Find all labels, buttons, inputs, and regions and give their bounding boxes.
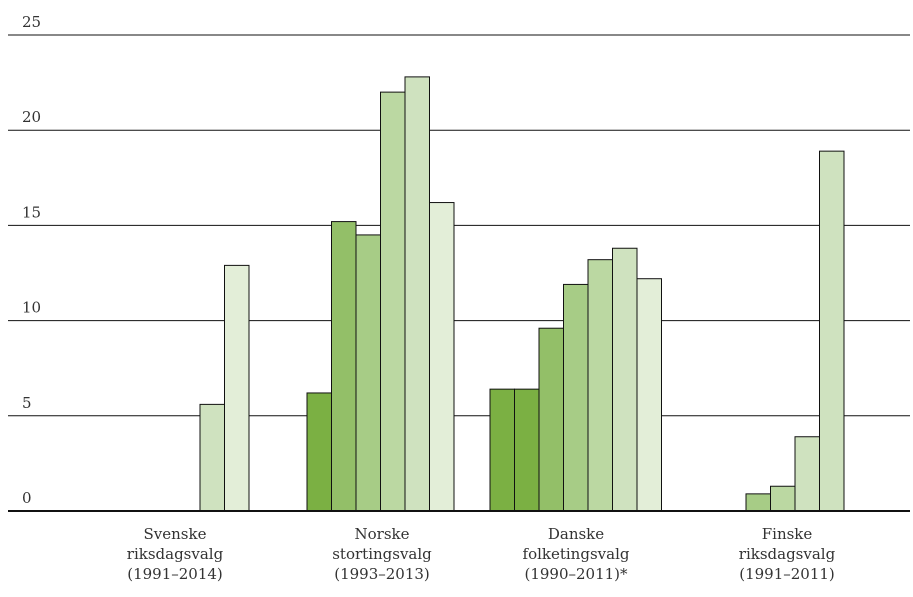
bar-norske-0 xyxy=(306,392,332,512)
bar-danske-1 xyxy=(514,388,540,512)
bar-finske-5 xyxy=(819,150,845,512)
bar-finske-3 xyxy=(770,485,796,512)
bar-danske-5 xyxy=(612,247,638,512)
bar-norske-1 xyxy=(331,221,357,512)
bars xyxy=(199,76,845,512)
category-label-line: folketingsvalg xyxy=(523,545,630,563)
y-tick-label: 0 xyxy=(22,489,32,507)
category-label-line: (1991–2011) xyxy=(739,565,835,583)
bar-norske-5 xyxy=(429,202,455,512)
y-tick-label: 20 xyxy=(22,108,41,126)
bar-norske-2 xyxy=(355,234,381,512)
category-label-line: riksdagsvalg xyxy=(739,545,836,563)
bar-danske-6 xyxy=(636,278,662,512)
bar-danske-0 xyxy=(489,388,515,512)
category-label-line: riksdagsvalg xyxy=(127,545,224,563)
category-label-line: (1991–2014) xyxy=(127,565,223,583)
bar-finske-2 xyxy=(745,493,771,512)
bar-norske-4 xyxy=(404,76,430,512)
bar-finske-4 xyxy=(794,436,820,512)
y-tick-label: 25 xyxy=(22,13,41,31)
category-label-line: Norske xyxy=(355,525,410,543)
category-label-line: Finske xyxy=(762,525,813,543)
bar-svenske-5 xyxy=(224,264,250,512)
y-tick-label: 10 xyxy=(22,299,41,317)
category-label-line: (1993–2013) xyxy=(334,565,430,583)
category-label-line: stortingsvalg xyxy=(332,545,432,563)
grid-lines xyxy=(8,34,910,417)
y-tick-label: 5 xyxy=(22,394,32,412)
bar-danske-4 xyxy=(587,259,613,512)
category-label-line: (1990–2011)* xyxy=(524,565,628,583)
bar-danske-2 xyxy=(538,327,564,512)
category-label-line: Svenske xyxy=(144,525,207,543)
bar-norske-3 xyxy=(380,91,406,512)
y-tick-label: 15 xyxy=(22,203,41,221)
bar-danske-3 xyxy=(563,283,589,512)
y-tick-labels: 0 5 10 15 20 25 xyxy=(22,13,41,507)
category-label-line: Danske xyxy=(548,525,604,543)
bar-svenske-4 xyxy=(199,403,225,512)
category-labels: Svenske riksdagsvalg (1991–2014) Norske stor… xyxy=(127,525,836,583)
